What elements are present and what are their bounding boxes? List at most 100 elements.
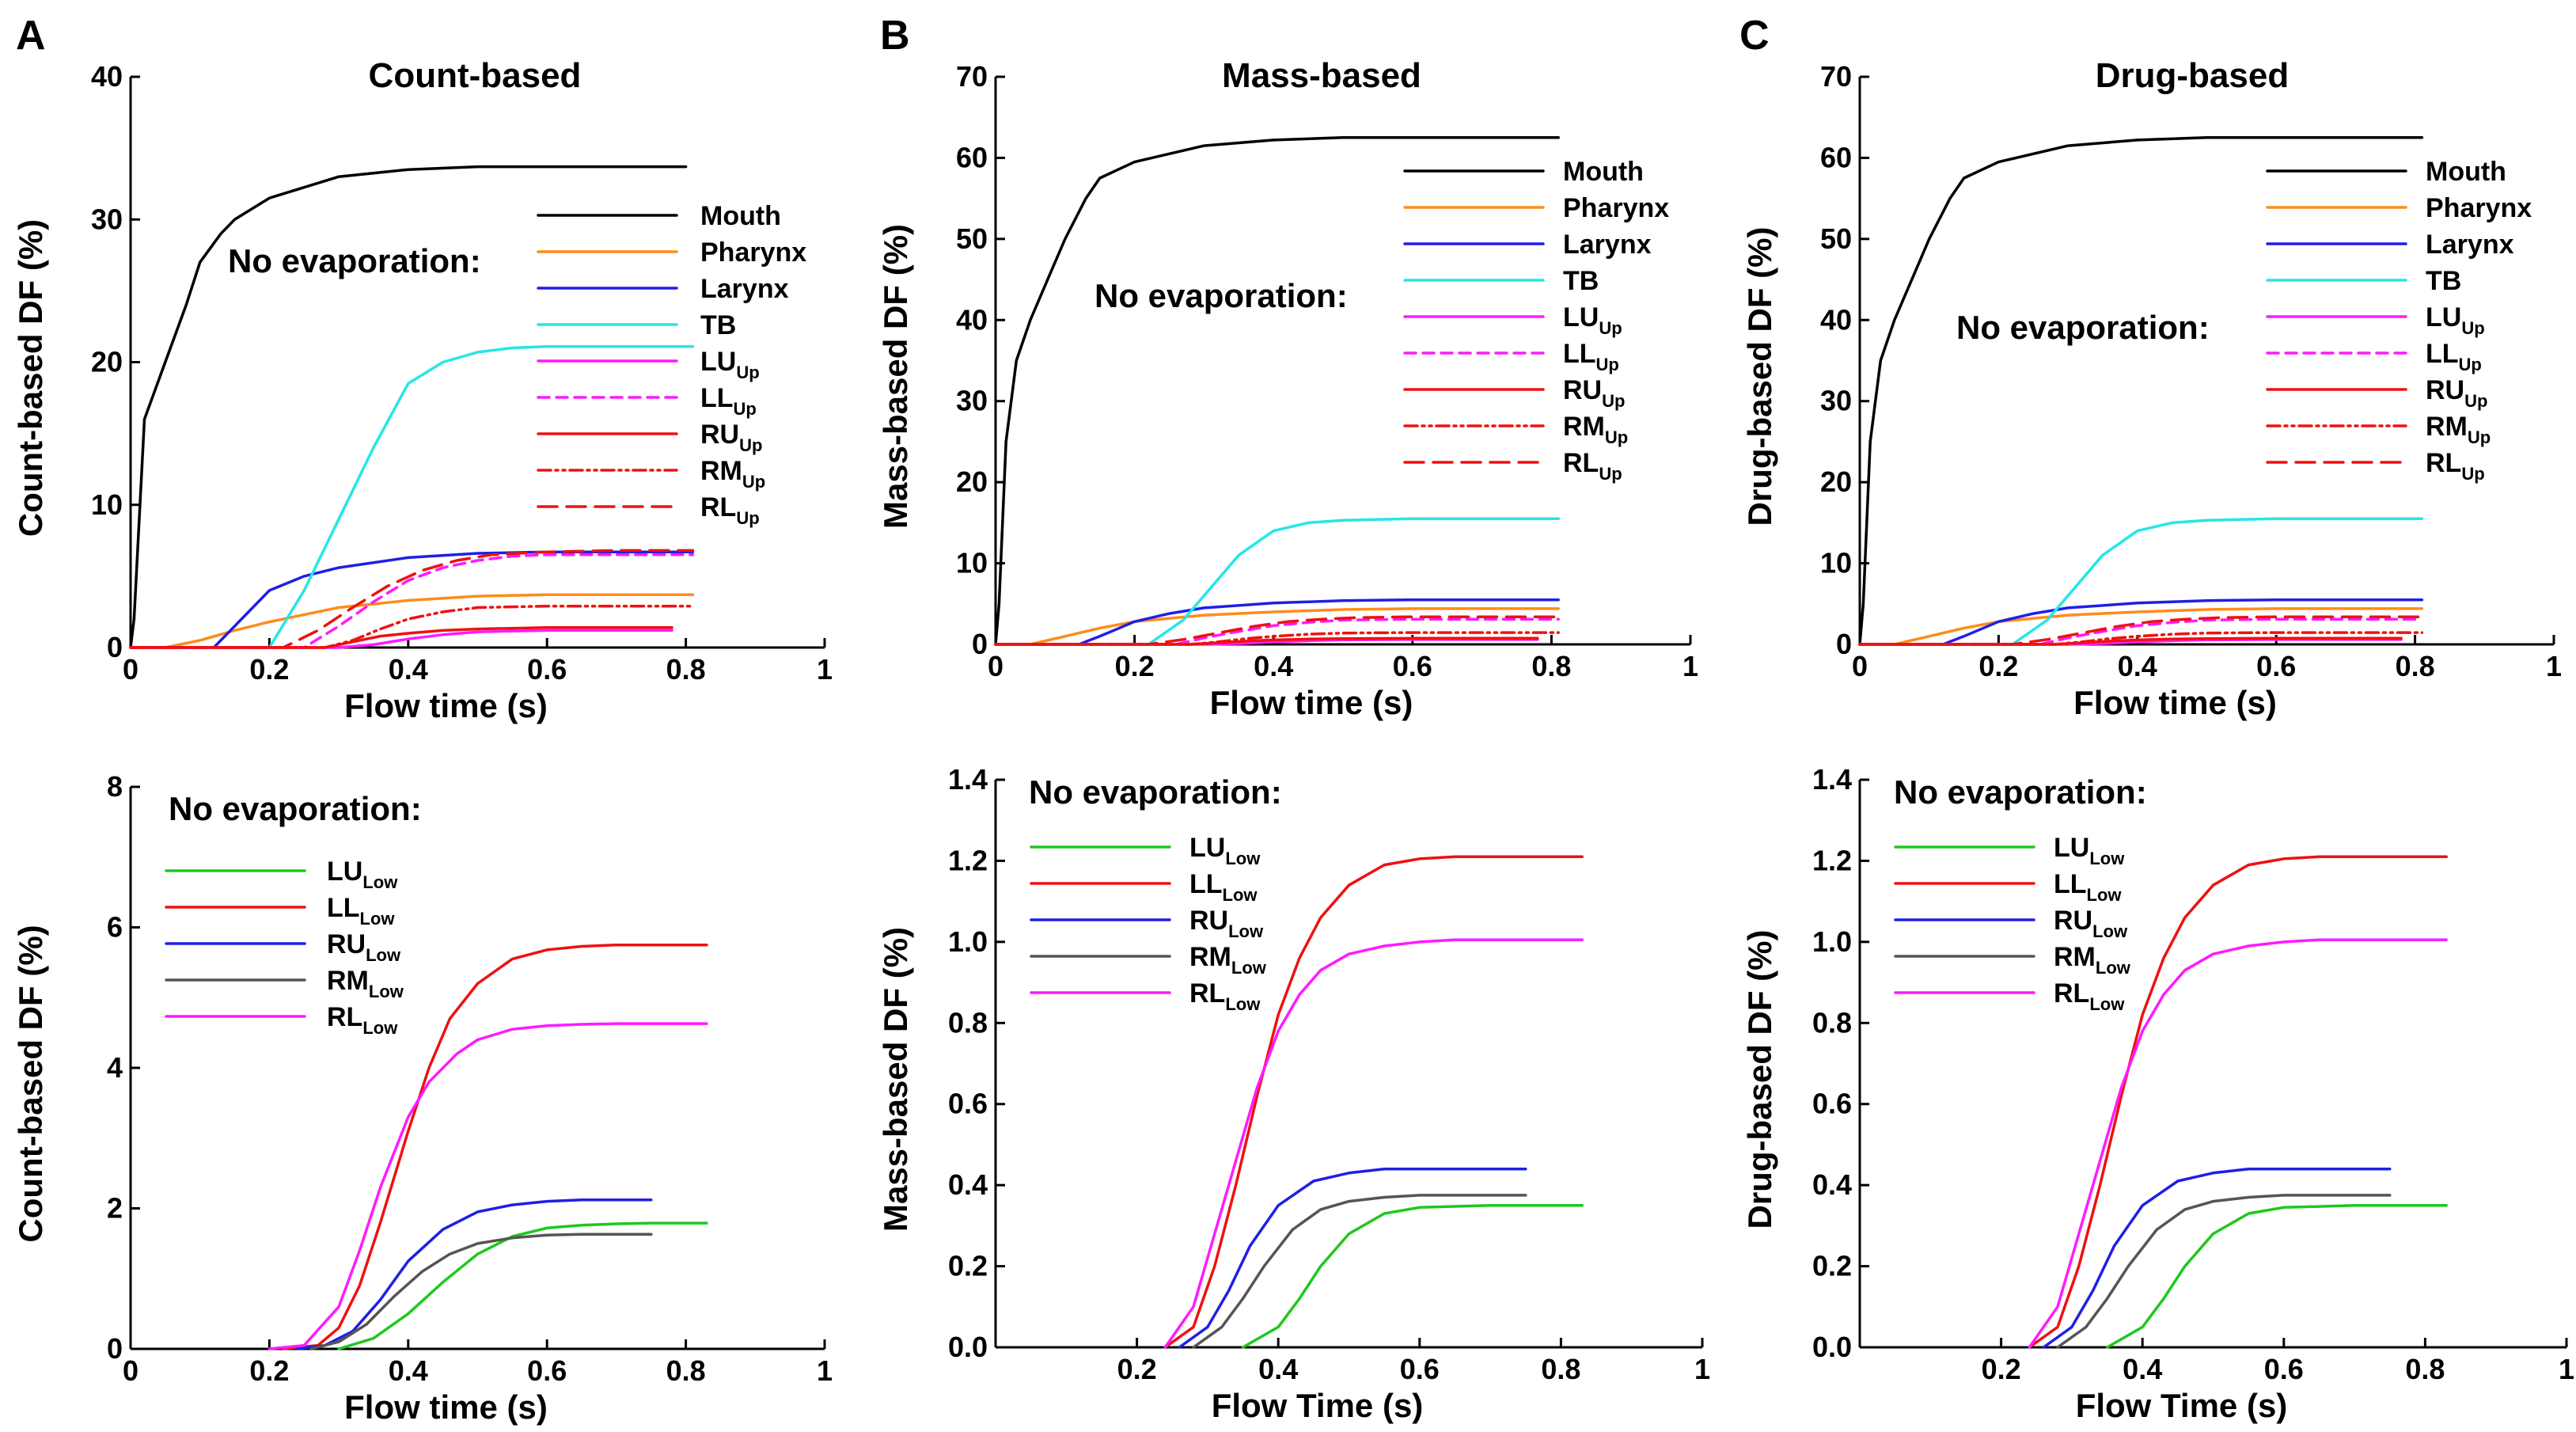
y-tick-label: 10 [1820,547,1852,579]
x-tick-label: 0.4 [389,653,428,686]
legend-label: RMUp [2426,412,2491,447]
x-tick-label: 0.4 [2118,650,2157,682]
legend-subscript: Up [1605,427,1628,447]
series-pharynx [1858,607,2424,646]
legend-label: LUUp [1563,302,1622,338]
y-tick-label: 0.0 [948,1331,988,1363]
x-tick-label: 0.8 [2405,1353,2445,1385]
legend-subscript: Up [736,508,759,528]
x-tick-label: 0.4 [389,1354,428,1387]
legend-subscript: Up [1596,355,1619,374]
legend-subscript: Low [369,982,404,1001]
legend-subscript: Low [2096,958,2131,978]
legend-label: LLUp [1563,339,1619,374]
x-tick-label: 1 [1683,650,1698,682]
y-tick-label: 1.0 [1812,925,1852,958]
legend-subscript: Low [2089,994,2125,1014]
y-tick-label: 0.8 [1812,1006,1852,1039]
legend-subscript: Up [2461,464,2484,484]
series-rmlow [2056,1194,2392,1349]
legend-label: RULow [2054,906,2128,941]
legend-label: TB [2426,266,2461,296]
series-rlup [994,615,1560,646]
series-pharynx [994,607,1560,646]
series-rmup [129,604,695,649]
legend-subscript: Up [2464,391,2487,411]
series-lulow [1241,1204,1584,1349]
legend-subscript: Low [366,945,401,965]
panel-letter-a: A [16,13,46,59]
x-tick-label: 0.6 [2264,1353,2304,1385]
legend-label: RLLow [2054,978,2125,1014]
y-tick-label: 1.0 [948,925,988,958]
legend-subscript: Low [362,1018,398,1038]
legend-subscript: Up [736,363,759,382]
series-rllow [2028,938,2448,1349]
legend-label: Larynx [700,274,789,304]
y-tick-label: 1.4 [1812,763,1852,796]
panel-letter-c: C [1739,13,1770,59]
legend-subscript: Up [739,435,762,455]
x-tick-label: 0.2 [249,1354,289,1387]
series-rlup [1858,615,2424,646]
series-lulow [2105,1204,2448,1349]
series-llup [129,553,695,649]
legend-subscript: Low [1225,994,1261,1014]
panel-letter-b: B [880,13,910,59]
x-tick-label: 0 [1852,650,1868,682]
x-tick-label: 0 [123,653,138,686]
legend-label: TB [1563,266,1599,296]
annotation-text: No evaporation: [228,242,481,279]
x-tick-label: 0.6 [2256,650,2296,682]
legend-subscript: Low [362,872,398,892]
x-tick-label: 0.8 [2396,650,2435,682]
y-tick-label: 0.4 [1812,1168,1852,1201]
series-lulow [337,1221,708,1350]
legend-label: RUUp [700,420,762,455]
y-tick-label: 2 [107,1192,123,1225]
legend-subscript: Low [2089,849,2125,868]
series-rmup [1858,631,2424,646]
legend-label: Larynx [1563,230,1652,260]
legend-label: RMLow [327,966,404,1001]
x-tick-label: 0.4 [2123,1353,2162,1385]
y-tick-label: 1.4 [948,763,988,796]
series-pharynx [129,593,695,649]
annotation-text: No evaporation: [169,790,422,827]
legend-label: RULow [1189,906,1264,941]
legend-subscript: Up [2459,355,2482,374]
y-tick-label: 60 [956,141,988,173]
series-rllow [267,1022,708,1350]
x-tick-label: 0.2 [1115,650,1155,682]
x-tick-label: 0.2 [1117,1353,1157,1385]
legend-subscript: Low [1231,958,1267,978]
legend-label: RMUp [1563,412,1628,447]
y-axis-label: Mass-based DF (%) [877,927,914,1232]
chart-title: Drug-based [2096,56,2289,95]
x-tick-label: 0 [123,1354,138,1387]
y-tick-label: 40 [956,303,988,336]
legend-label: LULow [2054,833,2125,868]
legend-label: LULow [1189,833,1261,868]
y-axis-label: Count-based DF (%) [12,925,49,1242]
legend-label: LUUp [700,347,760,382]
y-tick-label: 30 [956,385,988,417]
chart-title: Mass-based [1222,56,1421,95]
series-lllow [282,943,708,1350]
legend-label: Mouth [1563,157,1644,187]
x-tick-label: 0.6 [527,653,567,686]
legend-label: LLLow [2054,869,2122,905]
annotation-text: No evaporation: [1956,309,2210,346]
y-tick-label: 0.4 [948,1168,988,1201]
legend-label: RUUp [2426,375,2487,411]
legend-label: Pharynx [700,237,806,268]
legend-label: RLUp [2426,448,2485,484]
series-larynx [994,598,1560,646]
x-tick-label: 0.6 [1400,1353,1440,1385]
y-tick-label: 1.2 [1812,844,1852,876]
x-axis-label: Flow time (s) [344,1388,548,1426]
series-mouth [1858,136,2424,646]
series-llup [1858,617,2424,646]
legend-label: RMLow [2054,942,2131,978]
